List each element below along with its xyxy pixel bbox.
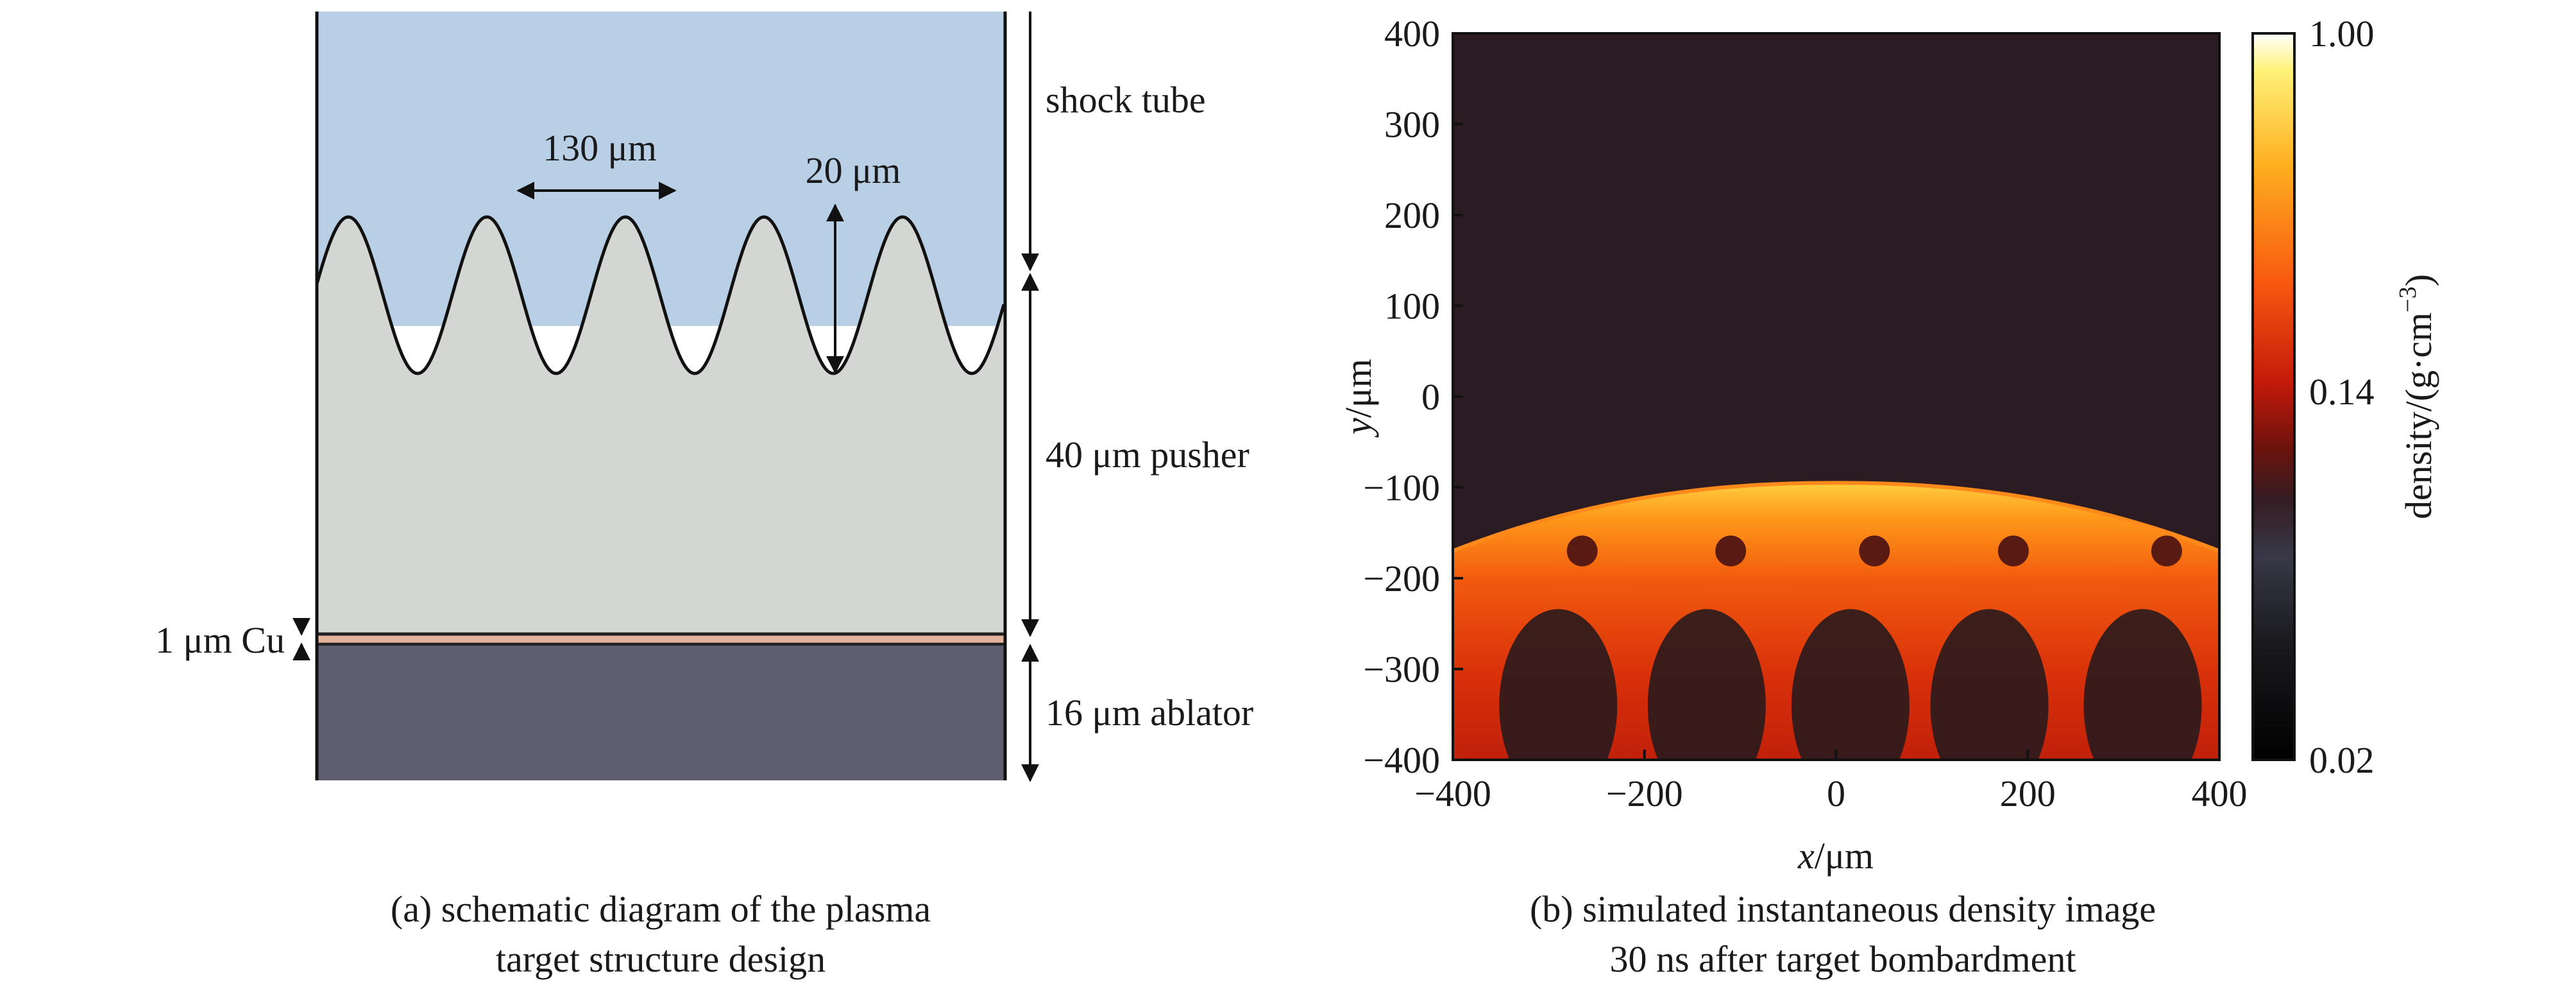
y-tick-label: −100 [1363,467,1440,509]
caption-b: (b) simulated instantaneous density imag… [1426,884,2260,984]
caption-a: (a) schematic diagram of the plasma targ… [244,884,1078,984]
colorbar-label: density/(g·cm−3) [2394,274,2439,519]
y-tick-label: 0 [1421,376,1440,418]
colorbar-tick-label: 0.14 [2309,371,2375,413]
plume-spike [1791,609,1910,760]
pusher-lower [317,385,1005,634]
colorbar-tick-label: 0.02 [2309,739,2375,781]
caption-b-line2: 30 ns after target bombardment [1609,938,2076,980]
pusher-label: 40 μm pusher [1046,434,1250,476]
shock-tube-label: shock tube [1046,79,1206,121]
x-axis-label: x/μm [1797,835,1874,877]
plume-spike [1647,609,1766,760]
caption-a-line2: target structure design [495,938,826,980]
y-tick-label: −400 [1363,739,1440,781]
x-axis-ticks: −400 −200 0 200 400 [1414,750,2248,814]
colorbar-tick-label: 1.00 [2309,13,2375,55]
plume-spike [1499,609,1618,760]
plume-spike [2083,609,2202,760]
cu-layer [317,634,1005,644]
colorbar [2251,32,2296,761]
panel-b-density-map: −400 −200 0 200 400 400 300 200 100 0 −100 −200 −30… [1337,13,2439,877]
y-tick-label: −300 [1363,649,1440,691]
ablator-region [317,646,1005,780]
x-tick-label: 0 [1827,773,1845,814]
cu-layer-label: 1 μm Cu [155,619,285,661]
plume-spike [1930,609,2049,760]
y-tick-label: 400 [1384,13,1440,55]
plume-group [1499,535,2202,760]
heatmap [1453,33,2219,760]
wavelength-label: 130 μm [543,127,657,169]
plume-head [1859,535,1890,567]
y-tick-label: −200 [1363,558,1440,599]
colorbar-ticks: 1.00 0.14 0.02 [2309,13,2375,781]
panel-a-schematic: 130 μm 20 μm shock tube 40 μm pusher 16 … [155,12,1253,782]
plasma-boundary [1453,481,2219,553]
x-tick-label: −400 [1414,773,1491,814]
x-tick-label: −200 [1606,773,1683,814]
x-tick-label: 400 [2192,773,2248,814]
y-axis-label: y/μm [1337,359,1379,438]
y-tick-label: 100 [1384,286,1440,327]
caption-b-line1: (b) simulated instantaneous density imag… [1529,888,2157,930]
plume-head [1997,535,2029,567]
x-tick-label: 200 [2000,773,2056,814]
plume-head [1715,535,1747,567]
y-tick-label: 200 [1384,194,1440,236]
ablator-label: 16 μm ablator [1046,692,1253,734]
plume-head [2151,535,2182,567]
amplitude-label: 20 μm [806,150,901,191]
plume-head [1566,535,1598,567]
caption-a-line1: (a) schematic diagram of the plasma [390,888,931,930]
y-tick-label: 300 [1384,104,1440,146]
interface-curve [315,215,1006,375]
y-axis-ticks: 400 300 200 100 0 −100 −200 −300 −400 [1363,13,1463,781]
